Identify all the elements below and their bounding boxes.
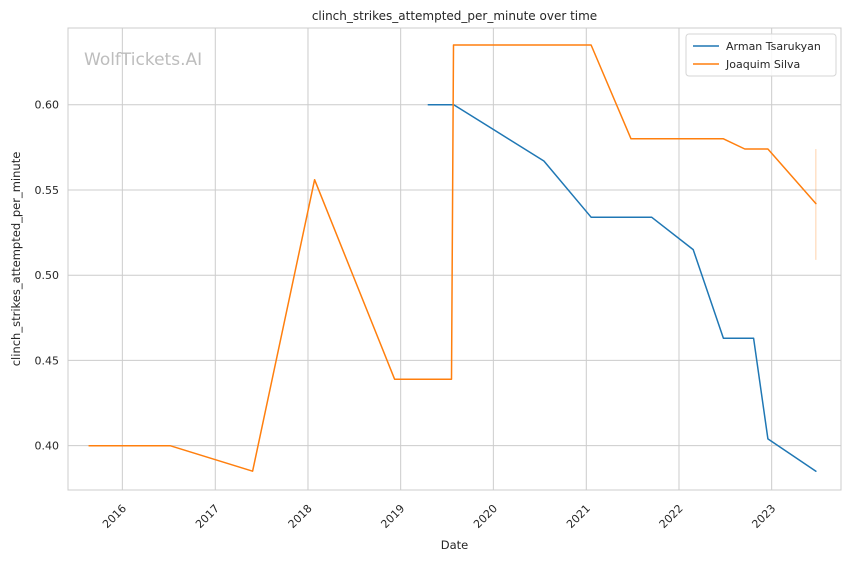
legend-box: [685, 33, 837, 77]
y-tick-label: 0.50: [35, 269, 60, 282]
legend-label-2: Joaquim Silva: [725, 58, 800, 71]
legend: Arman Tsarukyan Joaquim Silva: [685, 33, 837, 77]
y-axis-label: clinch_strikes_attempted_per_minute: [9, 152, 23, 367]
y-tick-label: 0.55: [35, 184, 60, 197]
chart-title: clinch_strikes_attempted_per_minute over…: [312, 9, 597, 23]
watermark: WolfTickets.AI: [84, 50, 202, 70]
x-axis-label: Date: [441, 538, 469, 552]
series-line-1: [427, 103, 817, 472]
y-tick-labels: 0.40 0.45 0.50 0.55 0.60: [35, 99, 60, 453]
plot-frame: [67, 27, 842, 491]
series-line-2: [88, 44, 817, 472]
legend-label-1: Arman Tsarukyan: [726, 40, 821, 53]
y-tick-label: 0.45: [35, 354, 60, 367]
y-tick-label: 0.60: [35, 99, 60, 112]
series-layer: [88, 44, 817, 472]
y-tick-label: 0.40: [35, 440, 60, 453]
